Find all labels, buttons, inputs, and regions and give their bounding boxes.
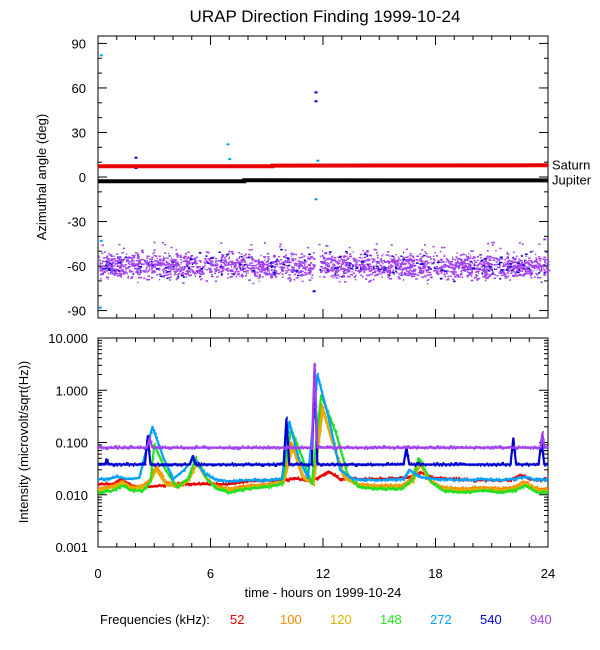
legend-label: Frequencies (kHz): — [100, 612, 210, 627]
azimuth-outlier-point — [99, 239, 103, 242]
jupiter-label: Jupiter — [552, 172, 592, 187]
y-tick-label: -90 — [67, 304, 86, 319]
legend-item-940: 940 — [530, 612, 552, 627]
series-dots-940 — [98, 364, 548, 451]
intensity-y-axis-label: Intensity (microvolt/sqrt(Hz)) — [16, 361, 31, 524]
y-tick-label: -30 — [67, 215, 86, 230]
azimuth-scatter-940 — [98, 241, 551, 285]
y-tick-label: 90 — [72, 36, 86, 51]
azimuth-outlier-point — [543, 238, 547, 241]
x-tick-label: 24 — [541, 566, 555, 581]
intensity-y-tick-labels: 10.000 1.000 0.100 0.010 0.001 — [48, 331, 88, 555]
y-tick-label: 0.010 — [55, 488, 88, 503]
x-tick-label: 18 — [428, 566, 442, 581]
azimuth-scatter-540 — [102, 248, 546, 283]
y-tick-label: -60 — [67, 259, 86, 274]
intensity-plot-frame — [97, 337, 549, 548]
planet-reference-lines — [98, 163, 549, 184]
saturn-line — [98, 163, 549, 169]
series-540-khz — [98, 368, 548, 467]
legend-item-148: 148 — [380, 612, 402, 627]
legend-item-52: 52 — [230, 612, 244, 627]
azimuth-axis-ticks — [97, 36, 549, 318]
azimuth-outlier-point — [226, 143, 230, 146]
azimuth-outlier-point — [134, 156, 138, 159]
legend-item-100: 100 — [280, 612, 302, 627]
intensity-axis-ticks — [97, 337, 549, 548]
series-line-940 — [98, 362, 548, 449]
x-tick-label: 6 — [207, 566, 214, 581]
x-tick-label: 12 — [316, 566, 330, 581]
chart-title: URAP Direction Finding 1999-10-24 — [190, 7, 461, 26]
azimuth-y-tick-labels: 90 60 30 0 -30 -60 -90 — [67, 36, 86, 318]
intensity-data — [98, 362, 548, 495]
y-tick-label: 10.000 — [48, 331, 88, 346]
y-tick-label: 0 — [79, 170, 86, 185]
azimuth-y-axis-label: Azimuthal angle (deg) — [34, 114, 49, 240]
x-axis-label: time - hours on 1999-10-24 — [245, 585, 402, 600]
y-tick-label: 1.000 — [55, 383, 88, 398]
legend-item-540: 540 — [480, 612, 502, 627]
x-tick-label: 0 — [94, 566, 101, 581]
intensity-panel: 10.000 1.000 0.100 0.010 0.001 0 6 12 18 24 Inte… — [16, 331, 555, 600]
azimuth-outlier-point — [314, 198, 318, 201]
series-940-khz — [98, 362, 548, 451]
azimuth-outlier-point — [312, 290, 316, 293]
y-tick-label: 0.001 — [55, 540, 88, 555]
azimuth-outlier-point — [98, 306, 102, 309]
frequency-legend: Frequencies (kHz): 52 100 120 148 272 540 940 — [100, 612, 552, 627]
azimuth-outlier-point — [314, 100, 318, 103]
azimuth-outlier-point — [99, 54, 103, 57]
y-tick-label: 0.100 — [55, 436, 88, 451]
azimuth-outlier-point — [314, 91, 318, 94]
azimuth-outlier-point — [316, 159, 320, 162]
y-tick-label: 60 — [72, 81, 86, 96]
azimuth-data — [98, 54, 551, 309]
saturn-label: Saturn — [552, 157, 590, 172]
y-tick-label: 30 — [72, 125, 86, 140]
legend-item-272: 272 — [430, 612, 452, 627]
series-dots-540 — [98, 369, 548, 467]
x-tick-labels: 0 6 12 18 24 — [94, 566, 555, 581]
legend-item-120: 120 — [330, 612, 352, 627]
azimuth-outlier-point — [228, 158, 232, 161]
jupiter-line — [98, 178, 549, 184]
